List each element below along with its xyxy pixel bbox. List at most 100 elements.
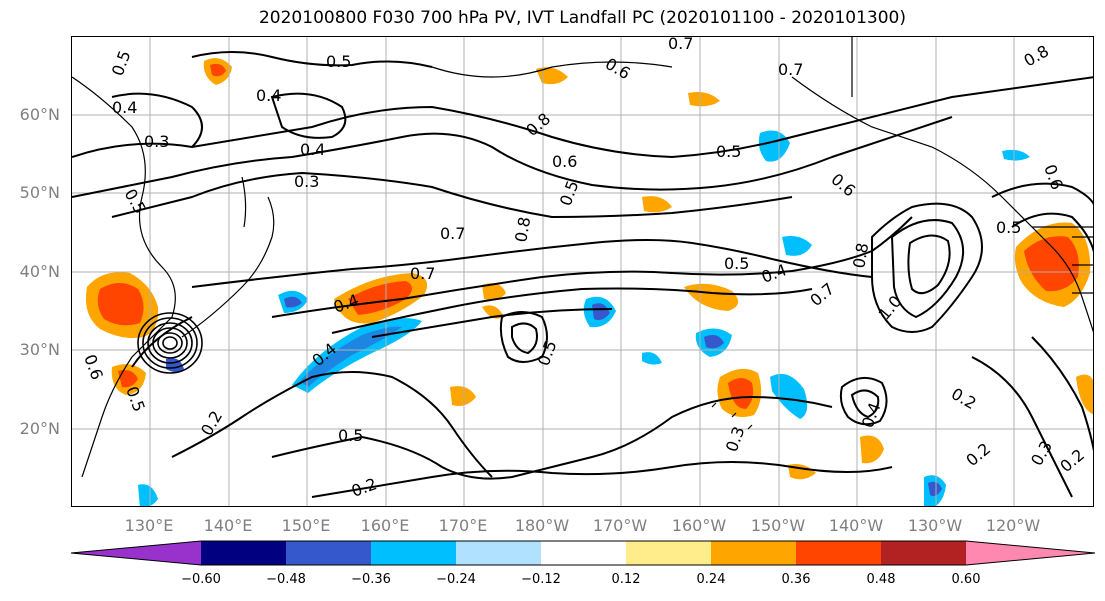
colorbar-tick: −0.48	[266, 572, 306, 587]
fill-positive-region	[118, 370, 138, 388]
lon-label-150e: 150°E	[281, 516, 331, 535]
fill-negative-region	[758, 130, 790, 162]
map-title: 2020100800 F030 700 hPa PV, IVT Landfall…	[258, 8, 906, 28]
lon-label-180w: 180°W	[514, 516, 570, 535]
lon-label-140w: 140°W	[828, 516, 884, 535]
contour-labels: 0.5 0.5 0.4 0.4 0.3 0.4 0.3 0.5 0.6 0.7 …	[80, 37, 1088, 501]
colorbar-tick: 0.36	[781, 572, 811, 587]
contour-label: 0.2	[962, 439, 994, 470]
map-canvas: 0.5 0.5 0.4 0.4 0.3 0.4 0.3 0.5 0.6 0.7 …	[72, 37, 1093, 506]
fill-positive-region	[642, 196, 672, 213]
contour-label: 0.3	[144, 132, 169, 151]
lon-label-160w: 160°W	[671, 516, 727, 535]
pv-contours	[72, 51, 1093, 498]
colorbar-segment	[201, 541, 286, 565]
fill-negative-region	[642, 352, 662, 365]
contour-label: 0.5	[122, 384, 149, 414]
contour-label: 0.8	[849, 241, 872, 269]
colorbar-tick: −0.60	[181, 572, 221, 587]
lon-label-150w: 150°W	[750, 516, 806, 535]
fill-negative-region	[928, 481, 942, 497]
contour-label: 0.3	[1027, 437, 1056, 469]
fill-positive-region	[210, 63, 226, 77]
contour-label: 0.4	[300, 140, 325, 159]
colorbar-segment	[626, 541, 711, 565]
coastlines	[72, 37, 1093, 478]
contour-label: 0.8	[511, 215, 534, 243]
contour-label: 0.6	[827, 170, 859, 201]
contour-label: 0.5	[121, 186, 150, 218]
contour-label: 0.7	[410, 264, 435, 283]
colorbar-segment	[881, 541, 966, 565]
contour-label: 0.5	[338, 426, 363, 445]
colorbar-tick: −0.12	[521, 572, 561, 587]
contour-label: 0.4	[112, 98, 137, 117]
colorbar-extend-min	[71, 541, 201, 565]
map-panel: 0.5 0.5 0.4 0.4 0.3 0.4 0.3 0.5 0.6 0.7 …	[71, 36, 1094, 507]
colorbar-segment	[541, 541, 626, 565]
fill-positive-region	[1076, 374, 1093, 415]
contour-label: 0.7	[806, 279, 838, 310]
graticule	[72, 37, 1093, 506]
colorbar-segment	[711, 541, 796, 565]
contour-label: 0.5	[996, 218, 1021, 237]
lon-label-170e: 170°E	[438, 516, 488, 535]
lon-label-170w: 170°W	[592, 516, 648, 535]
contour-label: 0.5	[326, 52, 351, 71]
colorbar-segment	[456, 541, 541, 565]
contour-label: 0.7	[668, 37, 693, 53]
contour-label: 0.2	[197, 407, 226, 439]
lat-label-50n: 50°N	[19, 183, 60, 202]
fill-negative-region	[782, 236, 812, 256]
lon-label-140e: 140°E	[203, 516, 253, 535]
contour-label: 0.8	[1021, 41, 1053, 70]
colorbar	[70, 540, 1096, 566]
colorbar-tick: 0.12	[611, 572, 641, 587]
colorbar-segment	[371, 541, 456, 565]
lat-label-40n: 40°N	[19, 262, 60, 281]
fill-positive-region	[1024, 236, 1079, 292]
fill-positive-region	[688, 92, 720, 107]
colorbar-tick: 0.24	[696, 572, 726, 587]
fill-positive-region	[97, 283, 144, 326]
contour-label: 0.6	[552, 152, 577, 171]
ivt-fill-layer	[85, 58, 1093, 506]
lat-label-20n: 20°N	[19, 419, 60, 438]
contour-label: 0.6	[1040, 162, 1067, 192]
lat-label-60n: 60°N	[19, 105, 60, 124]
contour-label: 0.5	[716, 142, 741, 161]
colorbar-segment	[796, 541, 881, 565]
colorbar-tick: 0.60	[951, 572, 981, 587]
contour-label: 0.2	[349, 474, 379, 501]
lat-label-30n: 30°N	[19, 340, 60, 359]
colorbar-segment	[286, 541, 371, 565]
contour-label: 0.4	[256, 86, 281, 105]
contour-label: 1.0	[875, 292, 906, 324]
contour-label: 0.6	[80, 352, 107, 382]
contour-label: 0.2	[948, 384, 980, 413]
fill-negative-region	[284, 296, 302, 308]
colorbar-outline	[70, 540, 1096, 566]
fill-negative-region	[592, 303, 610, 321]
contour-label: 0.3	[294, 172, 319, 191]
fill-positive-region	[450, 386, 476, 406]
lon-label-130e: 130°E	[124, 516, 174, 535]
colorbar-tick: 0.48	[866, 572, 896, 587]
colorbar-tick: −0.24	[436, 572, 476, 587]
fill-positive-region	[536, 67, 568, 85]
contour-label: 0.2	[1056, 445, 1088, 476]
fill-positive-region	[482, 283, 506, 301]
lon-label-120w: 120°W	[985, 516, 1041, 535]
fill-negative-region	[704, 335, 724, 349]
contour-label: 0.4	[858, 400, 885, 430]
contour-label: 0.5	[534, 338, 561, 368]
fill-positive-region	[728, 378, 754, 409]
colorbar-extend-max	[966, 541, 1095, 565]
fill-negative-region	[300, 326, 402, 387]
fill-positive-region	[348, 281, 412, 315]
colorbar-tick: −0.36	[351, 572, 391, 587]
contour-label: 0.6	[602, 54, 634, 83]
contour-label: 0.5	[108, 48, 135, 78]
fill-positive-region	[860, 435, 884, 464]
fill-negative-region	[138, 484, 158, 506]
